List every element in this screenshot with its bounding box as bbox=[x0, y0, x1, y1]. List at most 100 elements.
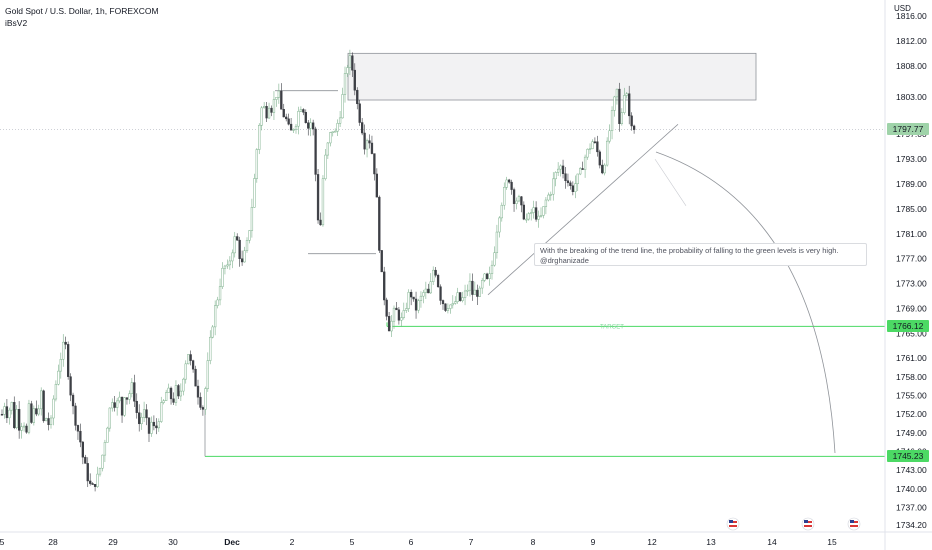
candle-body bbox=[71, 394, 75, 407]
candle-body bbox=[147, 417, 151, 434]
candle-body bbox=[454, 301, 457, 304]
candle-body bbox=[527, 213, 530, 220]
candle-body bbox=[321, 178, 325, 226]
symbol-legend[interactable]: Gold Spot / U.S. Dollar, 1h, FOREXCOM iB… bbox=[5, 5, 159, 29]
candle-body bbox=[157, 421, 160, 429]
us-flag-icon[interactable] bbox=[847, 517, 861, 531]
candle-body bbox=[571, 185, 575, 192]
price-tick-label: 1765.00 bbox=[896, 328, 927, 338]
price-tick-label: 1737.00 bbox=[896, 503, 927, 513]
candle-body bbox=[481, 280, 484, 289]
candle-body bbox=[59, 359, 62, 372]
us-flag-stripe bbox=[729, 525, 737, 527]
candle-body bbox=[441, 300, 445, 305]
candle-body bbox=[326, 142, 330, 156]
candle-body bbox=[81, 441, 84, 458]
resistance-zone-box[interactable] bbox=[347, 52, 757, 101]
candle-body bbox=[265, 106, 268, 119]
candle-body bbox=[471, 280, 474, 295]
candle-body bbox=[113, 402, 116, 408]
candle-body bbox=[27, 403, 31, 433]
candle-body bbox=[277, 90, 281, 98]
candle-body bbox=[417, 300, 420, 311]
candle-body bbox=[485, 273, 489, 279]
candle-body bbox=[54, 383, 58, 400]
candle-body bbox=[561, 165, 565, 174]
time-axis[interactable]: 5 28 29 30 Dec 2 5 6 7 8 9 12 13 14 15 bbox=[0, 531, 932, 547]
candle-body bbox=[593, 141, 597, 143]
candle-body bbox=[338, 117, 342, 124]
candle-body bbox=[436, 274, 440, 288]
indicator-name[interactable]: iBsV2 bbox=[5, 18, 28, 28]
candle-body bbox=[40, 390, 43, 410]
time-tick-label: 15 bbox=[827, 537, 837, 547]
us-flag-stripe bbox=[850, 525, 858, 527]
price-tick-label: 1752.00 bbox=[896, 409, 927, 419]
candle-body bbox=[248, 230, 251, 241]
candle-body bbox=[505, 179, 508, 188]
candle-body bbox=[142, 409, 146, 418]
candle-body bbox=[620, 112, 624, 124]
annotation-line-1: With the breaking of the trend line, the… bbox=[540, 246, 839, 255]
candle-body bbox=[466, 289, 469, 292]
candle-body bbox=[187, 354, 190, 365]
us-flag-canton bbox=[729, 520, 733, 523]
candle-body bbox=[287, 118, 290, 125]
price-tick-label: 1808.00 bbox=[896, 61, 927, 71]
time-tick-label: 8 bbox=[531, 537, 536, 547]
trend-line[interactable] bbox=[487, 123, 679, 296]
price-axis[interactable]: 1816.001812.001808.001803.001797.001793.… bbox=[884, 0, 927, 550]
event-flags[interactable] bbox=[726, 517, 861, 531]
candle-body bbox=[439, 286, 442, 301]
candle-body bbox=[358, 103, 361, 123]
candle-body bbox=[615, 88, 619, 98]
candle-body bbox=[260, 107, 263, 126]
candle-body bbox=[101, 454, 104, 469]
candle-body bbox=[116, 400, 119, 408]
candle-body bbox=[392, 307, 396, 322]
time-tick-label: 6 bbox=[409, 537, 414, 547]
candle-body bbox=[324, 154, 327, 180]
candle-body bbox=[79, 430, 82, 443]
candle-body bbox=[30, 403, 33, 423]
candle-body bbox=[312, 122, 315, 130]
symbol-title[interactable]: Gold Spot / U.S. Dollar, 1h, FOREXCOM bbox=[5, 6, 159, 16]
candle-body bbox=[3, 406, 6, 415]
candle-body bbox=[52, 398, 55, 419]
candle-body bbox=[165, 392, 168, 401]
candle-body bbox=[47, 418, 50, 426]
annotation-note[interactable]: With the breaking of the trend line, the… bbox=[534, 243, 867, 266]
candle-body bbox=[557, 168, 560, 173]
time-tick-label: 2 bbox=[290, 537, 295, 547]
price-tick-label: 1789.00 bbox=[896, 179, 927, 189]
us-flag-circle bbox=[847, 517, 861, 531]
candle-body bbox=[297, 111, 300, 127]
target1-price-tag: 1766.12 bbox=[887, 320, 929, 333]
us-flag-canton bbox=[804, 520, 808, 523]
candle-body bbox=[569, 182, 572, 186]
candle-body bbox=[451, 303, 454, 306]
candle-body bbox=[356, 89, 359, 105]
candle-body bbox=[250, 207, 254, 231]
price-tick-label: 1816.00 bbox=[896, 11, 927, 21]
us-flag-icon[interactable] bbox=[801, 517, 815, 531]
currency-label: USD bbox=[894, 4, 911, 13]
price-tick-label: 1740.00 bbox=[896, 484, 927, 494]
candle-body bbox=[226, 264, 229, 267]
candle-body bbox=[588, 148, 592, 151]
projection-arc[interactable] bbox=[655, 151, 836, 454]
candle-body bbox=[397, 309, 401, 321]
candle-body bbox=[564, 173, 567, 181]
candle-body bbox=[44, 418, 48, 422]
candle-body bbox=[329, 132, 332, 144]
price-tick-label: 1769.00 bbox=[896, 303, 927, 313]
candle-body bbox=[182, 378, 185, 392]
candle-body bbox=[412, 296, 415, 300]
candle-body bbox=[554, 172, 557, 180]
price-tick-label: 1734.20 bbox=[896, 520, 927, 530]
candle-body bbox=[272, 99, 276, 113]
candle-body bbox=[223, 265, 227, 269]
projection-line bbox=[654, 158, 687, 206]
us-flag-icon[interactable] bbox=[726, 517, 740, 531]
